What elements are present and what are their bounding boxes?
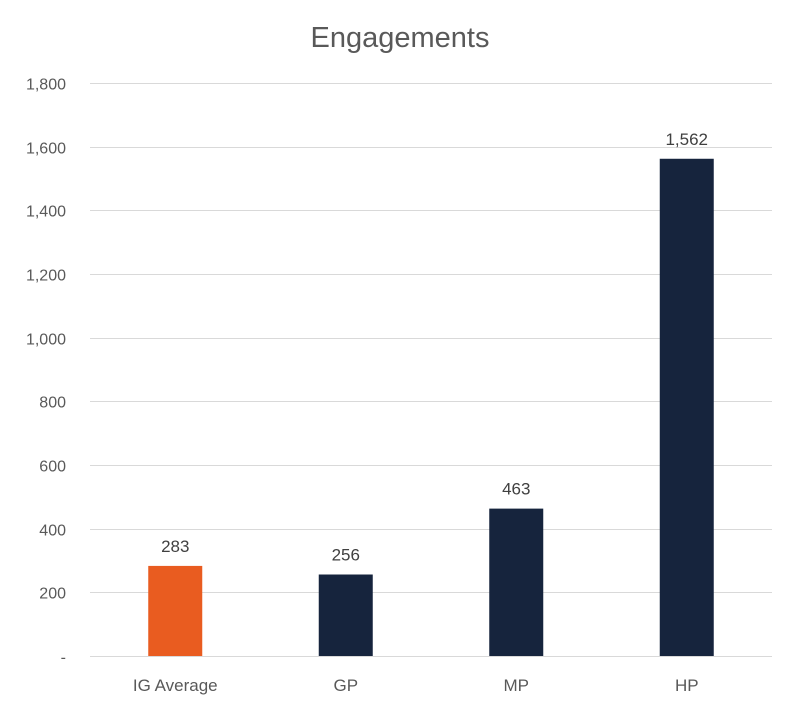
- data-label: 256: [332, 546, 360, 565]
- data-label: 463: [502, 480, 530, 499]
- y-tick-label: 200: [39, 586, 66, 603]
- bar: [318, 574, 373, 656]
- data-labels: 283 256 463 1,562: [161, 130, 708, 565]
- gridlines: [90, 83, 772, 657]
- y-tick-label: 1,400: [26, 204, 66, 221]
- x-category-label: IG Average: [133, 676, 218, 695]
- y-tick-label: -: [61, 650, 66, 667]
- y-tick-label: 1,600: [26, 141, 66, 158]
- data-label: 1,562: [665, 130, 708, 149]
- bars: [148, 158, 714, 656]
- y-tick-label: 1,200: [26, 268, 66, 285]
- y-tick-label: 400: [39, 523, 66, 540]
- bar: [148, 565, 203, 656]
- bar: [659, 158, 714, 656]
- chart-title: Engagements: [311, 22, 490, 54]
- y-tick-label: 600: [39, 459, 66, 476]
- y-axis-ticks: - 200 400 600 800 1,000 1,200 1,400 1,600 1,800: [26, 77, 66, 667]
- x-category-label: HP: [675, 676, 699, 695]
- x-axis-categories: IG Average GP MP HP: [133, 676, 699, 695]
- x-category-label: GP: [333, 676, 358, 695]
- bar: [489, 508, 544, 656]
- data-label: 283: [161, 537, 189, 556]
- y-tick-label: 800: [39, 395, 66, 412]
- y-tick-label: 1,800: [26, 77, 66, 94]
- y-tick-label: 1,000: [26, 332, 66, 349]
- x-category-label: MP: [504, 676, 530, 695]
